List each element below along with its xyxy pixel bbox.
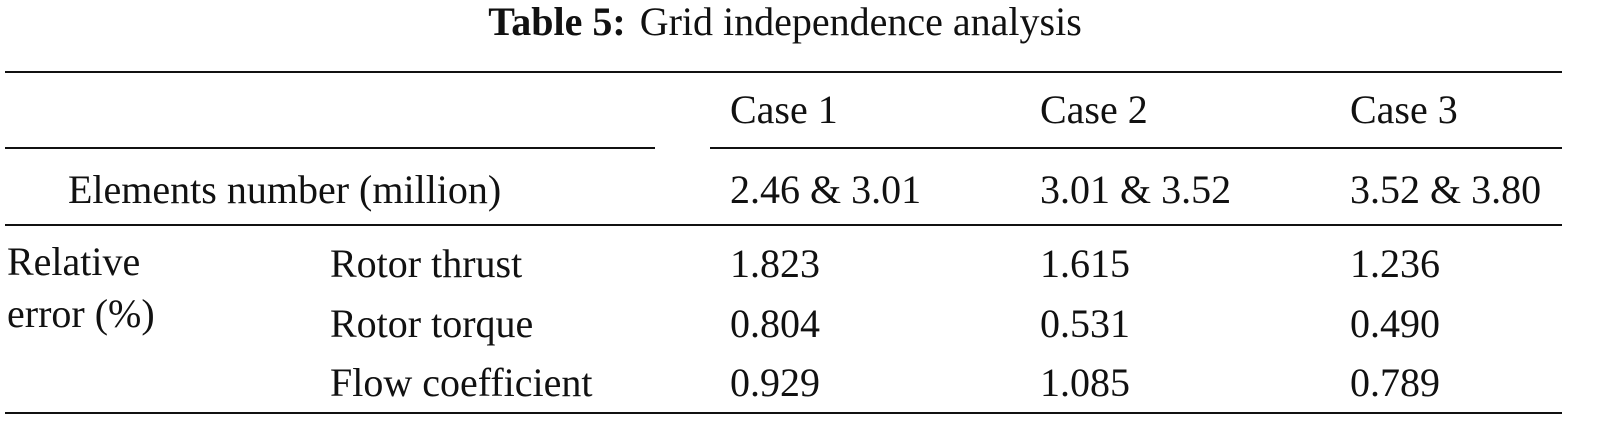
bottom-rule xyxy=(5,412,1562,414)
caption-label: Table 5: xyxy=(488,0,626,44)
cell: 0.789 xyxy=(1350,360,1440,405)
group-label: Relative error (%) xyxy=(7,239,155,336)
column-header: Case 1 xyxy=(730,87,838,132)
cell: 1.615 xyxy=(1040,241,1130,286)
column-header: Case 3 xyxy=(1350,87,1458,132)
cell: 1.085 xyxy=(1040,360,1130,405)
mid-rule xyxy=(710,147,1562,149)
cell: 2.46 & 3.01 xyxy=(730,167,922,212)
cell: 1.236 xyxy=(1350,241,1440,286)
column-header: Case 2 xyxy=(1040,87,1148,132)
cell: 0.490 xyxy=(1350,301,1440,346)
table-caption: Table 5: Grid independence analysis xyxy=(0,2,1570,42)
header-rule xyxy=(5,224,1562,226)
top-rule xyxy=(5,71,1562,73)
cell: 0.929 xyxy=(730,360,820,405)
cell: 3.52 & 3.80 xyxy=(1350,167,1542,212)
row-label: Elements number (million) xyxy=(68,167,502,212)
row-label: Rotor torque xyxy=(330,301,534,346)
cell: 1.823 xyxy=(730,241,820,286)
row-label: Flow coefficient xyxy=(330,360,593,405)
cell: 3.01 & 3.52 xyxy=(1040,167,1232,212)
row-label: Rotor thrust xyxy=(330,241,523,286)
cell: 0.804 xyxy=(730,301,820,346)
mid-rule xyxy=(5,147,655,149)
caption-text: Grid independence analysis xyxy=(639,0,1082,44)
cell: 0.531 xyxy=(1040,301,1130,346)
